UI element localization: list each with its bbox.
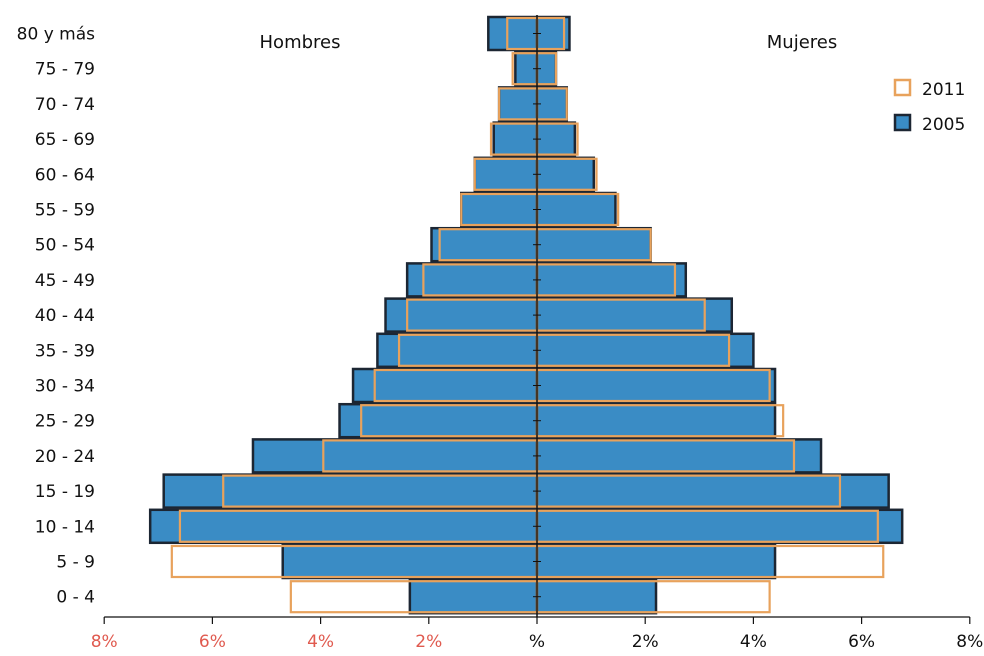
category-label-75-79: 75 - 79 xyxy=(35,60,95,80)
bars-2005-group xyxy=(148,15,904,615)
category-labels-group: 80 y más 75 - 79 70 - 74 65 - 69 60 - 64 55 -… xyxy=(17,25,95,608)
bar-2005-mujeres-50-54 xyxy=(535,226,652,263)
bar-2005-mujeres-0-4 xyxy=(535,578,658,615)
bar-2005-mujeres-25-29 xyxy=(535,402,777,439)
bar-2005-hombres-70-74 xyxy=(497,86,539,122)
axes-group xyxy=(103,15,971,624)
bar-2005-hombres-50-54 xyxy=(430,226,539,263)
category-label-15-19: 15 - 19 xyxy=(35,482,95,502)
bar-2005-mujeres-60-64 xyxy=(535,156,596,193)
bar-2005-hombres-55-59 xyxy=(460,191,539,228)
x-tick-label-5: 2% xyxy=(632,632,659,652)
x-tick-label-0: 8% xyxy=(91,632,118,652)
bar-2005-mujeres-40-44 xyxy=(535,297,734,333)
bar-2005-mujeres-20-24 xyxy=(535,438,823,474)
right-side-label: Mujeres xyxy=(767,32,837,53)
x-tick-label-6: 4% xyxy=(740,632,767,652)
bar-2005-mujeres-15-19 xyxy=(535,473,890,509)
x-tick-label-4: % xyxy=(529,632,545,652)
category-label-5-9: 5 - 9 xyxy=(56,553,95,573)
x-tick-labels-group: 8% 6% 4% 2%% 2% 4% 6% 8% xyxy=(91,632,984,652)
x-tick-label-7: 6% xyxy=(848,632,875,652)
legend: 2011 2005 xyxy=(893,78,965,135)
bar-2005-mujeres-10-14 xyxy=(535,508,904,545)
bar-2005-hombres-35-39 xyxy=(376,332,539,369)
bar-2005-hombres-65-69 xyxy=(492,121,539,157)
bar-2005-mujeres-30-34 xyxy=(535,367,777,404)
category-label-80-y-m-s: 80 y más xyxy=(17,25,95,45)
bar-2005-mujeres-70-74 xyxy=(535,86,569,122)
category-label-65-69: 65 - 69 xyxy=(35,130,95,150)
category-label-45-49: 45 - 49 xyxy=(35,271,95,291)
category-label-25-29: 25 - 29 xyxy=(35,412,95,432)
category-label-20-24: 20 - 24 xyxy=(35,447,95,467)
bar-2005-hombres-0-4 xyxy=(408,578,539,615)
left-side-label: Hombres xyxy=(260,32,341,53)
bar-2005-hombres-45-49 xyxy=(405,262,539,298)
bar-2005-hombres-20-24 xyxy=(251,438,539,474)
category-label-55-59: 55 - 59 xyxy=(35,201,95,221)
x-tick-label-3: 2% xyxy=(415,632,442,652)
bar-2005-hombres-15-19 xyxy=(162,473,539,509)
bar-2005-hombres-60-64 xyxy=(473,156,539,193)
bar-2005-hombres-5-9 xyxy=(281,543,539,580)
bar-2005-mujeres-65-69 xyxy=(535,121,577,157)
category-label-0-4: 0 - 4 xyxy=(56,588,95,608)
bar-2005-hombres-80-y-m-s xyxy=(487,15,539,52)
category-label-10-14: 10 - 14 xyxy=(35,517,95,537)
bar-2005-hombres-25-29 xyxy=(338,402,539,439)
bar-2005-mujeres-55-59 xyxy=(535,191,617,228)
category-label-30-34: 30 - 34 xyxy=(35,377,95,397)
legend-swatch-2011 xyxy=(893,78,912,97)
bar-2005-mujeres-45-49 xyxy=(535,262,688,298)
x-tick-label-2: 4% xyxy=(307,632,334,652)
x-tick-label-1: 6% xyxy=(199,632,226,652)
category-label-35-39: 35 - 39 xyxy=(35,341,95,361)
bar-2005-hombres-10-14 xyxy=(148,508,539,545)
bar-2005-mujeres-35-39 xyxy=(535,332,755,369)
category-label-50-54: 50 - 54 xyxy=(35,236,95,256)
bar-2005-hombres-30-34 xyxy=(351,367,539,404)
legend-label-2011: 2011 xyxy=(922,80,965,100)
legend-swatch-2005 xyxy=(893,113,912,132)
category-label-70-74: 70 - 74 xyxy=(35,95,95,115)
x-tick-label-8: 8% xyxy=(956,632,983,652)
category-label-40-44: 40 - 44 xyxy=(35,306,95,326)
bar-2005-mujeres-5-9 xyxy=(535,543,777,580)
category-label-60-64: 60 - 64 xyxy=(35,165,95,185)
legend-label-2005: 2005 xyxy=(922,115,965,135)
